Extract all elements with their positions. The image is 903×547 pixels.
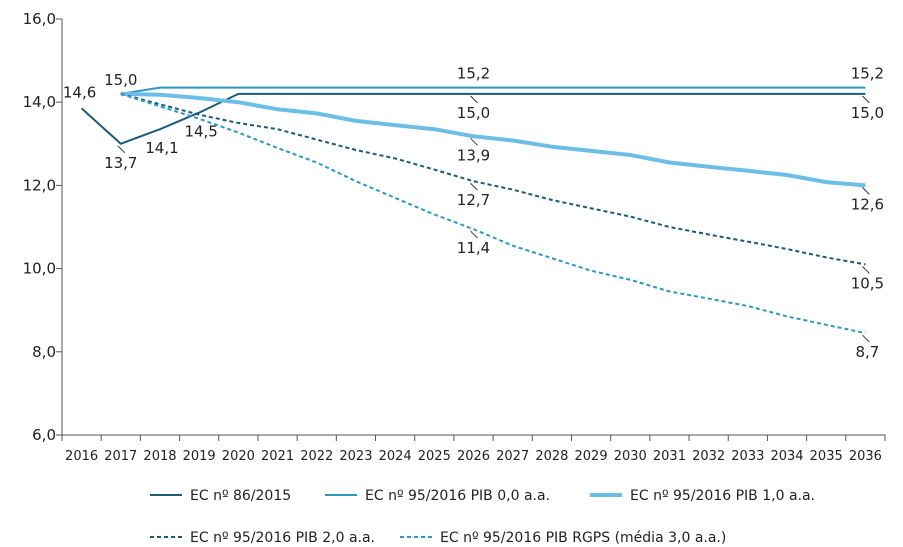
data-label-leader [862, 187, 870, 195]
series-line-1 [80, 92, 866, 145]
y-tick-label: 6,0 [32, 426, 56, 444]
data-label: 15,2 [457, 65, 490, 83]
legend-label-5: EC nº 95/2016 PIB RGPS (média 3,0 a.a.) [440, 530, 726, 546]
legend-label-2: EC nº 95/2016 PIB 0,0 a.a. [365, 488, 550, 504]
x-tick-label: 2020 [222, 449, 255, 464]
x-tick-label: 2032 [692, 449, 725, 464]
x-tick-label: 2021 [261, 449, 294, 464]
data-label: 12,6 [851, 195, 884, 213]
x-tick-label: 2019 [183, 449, 216, 464]
data-label-leader [862, 334, 870, 343]
x-tick-label: 2030 [614, 449, 647, 464]
x-tick-label: 2017 [104, 449, 137, 464]
data-label: 14,5 [184, 123, 217, 141]
data-label: 14,1 [145, 139, 178, 157]
series-line-2 [120, 86, 866, 95]
data-label: 12,7 [457, 191, 490, 209]
y-tick-label: 10,0 [23, 260, 56, 278]
x-tick-label: 2022 [300, 449, 333, 464]
x-tick-label: 2027 [496, 449, 529, 464]
x-tick-label: 2025 [418, 449, 451, 464]
legend: EC nº 86/2015 EC nº 95/2016 PIB 0,0 a.a. E… [150, 488, 815, 546]
data-label: 13,7 [104, 154, 137, 172]
y-tick-label: 16,0 [23, 10, 56, 28]
data-label: 15,0 [457, 104, 490, 122]
legend-label-3: EC nº 95/2016 PIB 1,0 a.a. [630, 488, 815, 504]
data-label-leader [862, 266, 870, 274]
x-tick-label: 2018 [143, 449, 176, 464]
data-label: 15,0 [851, 104, 884, 122]
data-label-leader [862, 95, 870, 104]
series-layer [80, 86, 866, 335]
x-tick-label: 2031 [653, 449, 686, 464]
series-line-5 [120, 92, 866, 335]
data-label-leader [470, 230, 478, 239]
y-tick-label: 8,0 [32, 343, 56, 361]
data-label: 8,7 [855, 343, 879, 361]
x-tick-label: 2036 [849, 449, 882, 464]
data-label: 10,5 [851, 274, 884, 292]
x-tick-label: 2035 [810, 449, 843, 464]
y-tick-label: 14,0 [23, 93, 56, 111]
series-line-3 [120, 91, 866, 188]
x-tick-label: 2024 [379, 449, 412, 464]
x-tick-label: 2029 [575, 449, 608, 464]
x-tick-label: 2023 [339, 449, 372, 464]
data-label: 11,4 [457, 239, 490, 257]
data-label-leader [470, 137, 478, 146]
y-tick-label: 12,0 [23, 176, 56, 194]
legend-label-1: EC nº 86/2015 [190, 488, 291, 504]
axes: 6,0 8,0 10,0 12,0 14,0 16,0 2016 2017 2018 2019 20… [23, 10, 886, 464]
data-label-leader [470, 95, 478, 104]
x-tick-label: 2028 [535, 449, 568, 464]
x-tick-label: 2016 [65, 449, 98, 464]
x-tick-label: 2033 [731, 449, 764, 464]
legend-label-4: EC nº 95/2016 PIB 2,0 a.a. [190, 530, 375, 546]
x-tick-label: 2026 [457, 449, 490, 464]
series-line-4 [120, 92, 866, 266]
data-labels: 14,6 15,0 13,7 14,1 14,5 15,2 15,0 13,9 12,7 11,4… [63, 65, 884, 361]
data-label: 15,2 [851, 65, 884, 83]
data-label-leader [470, 182, 478, 191]
x-tick-label: 2034 [770, 449, 803, 464]
data-label: 13,9 [457, 146, 490, 164]
data-label-leader [117, 145, 126, 154]
data-label: 15,0 [104, 71, 137, 89]
data-label: 14,6 [63, 83, 96, 101]
